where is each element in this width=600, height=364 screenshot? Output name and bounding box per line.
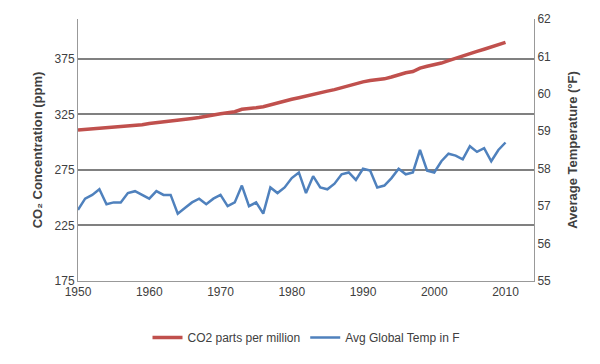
svg-text:325: 325 [55, 108, 75, 122]
svg-text:1950: 1950 [65, 285, 92, 299]
svg-text:61: 61 [537, 50, 551, 64]
svg-text:58: 58 [537, 162, 551, 176]
svg-text:Avg Global Temp in F: Avg Global Temp in F [345, 331, 459, 345]
svg-text:60: 60 [537, 87, 551, 101]
svg-text:57: 57 [537, 199, 551, 213]
svg-text:175: 175 [55, 274, 75, 288]
svg-text:225: 225 [55, 219, 75, 233]
svg-text:CO₂ Concentration (ppm): CO₂ Concentration (ppm) [30, 72, 45, 229]
svg-text:275: 275 [55, 163, 75, 177]
svg-text:55: 55 [537, 274, 551, 288]
svg-text:56: 56 [537, 237, 551, 251]
svg-text:Average Temperature (°F): Average Temperature (°F) [565, 71, 580, 229]
svg-text:2000: 2000 [421, 285, 448, 299]
svg-text:2010: 2010 [492, 285, 519, 299]
svg-text:375: 375 [55, 52, 75, 66]
svg-text:1980: 1980 [278, 285, 305, 299]
svg-text:62: 62 [537, 12, 551, 26]
svg-text:1990: 1990 [350, 285, 377, 299]
svg-text:CO2 parts per million: CO2 parts per million [188, 331, 301, 345]
svg-text:1960: 1960 [136, 285, 163, 299]
svg-text:1970: 1970 [207, 285, 234, 299]
svg-text:59: 59 [537, 124, 551, 138]
